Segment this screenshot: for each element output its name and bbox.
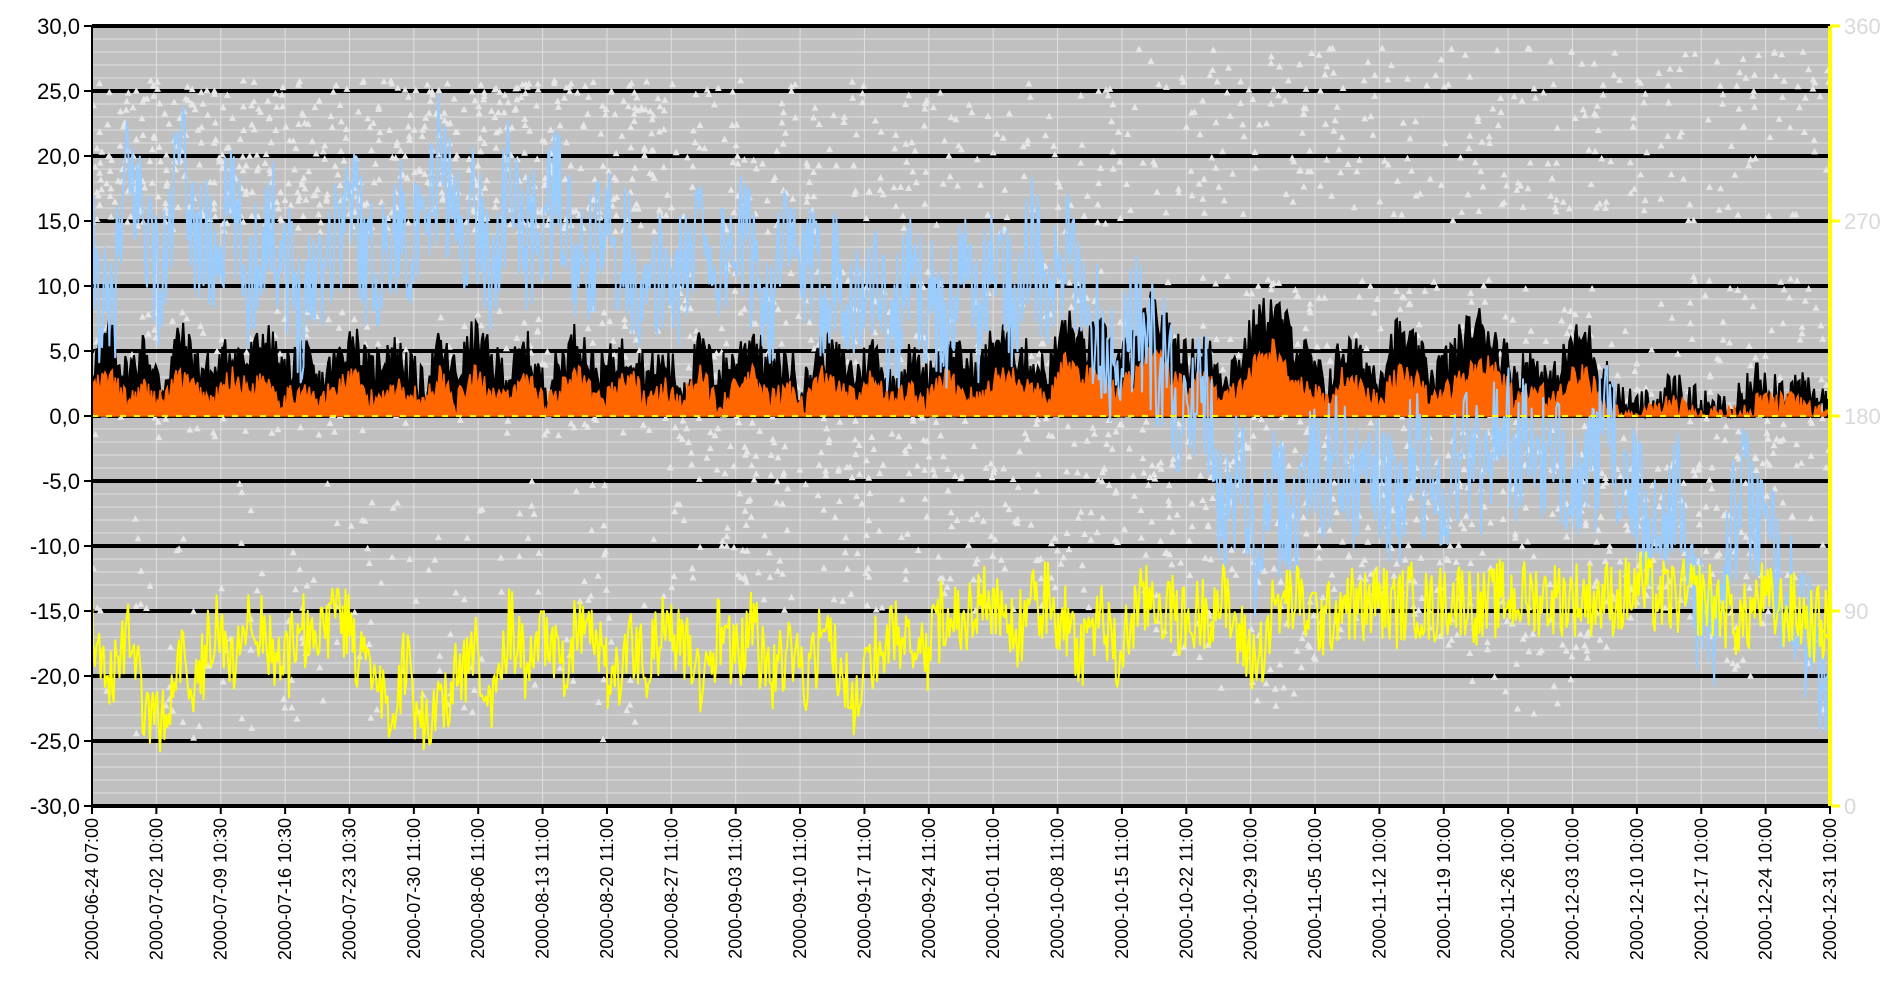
x-tick-label: 2000-10-08 11:00 (1048, 818, 1068, 959)
y-tick-label: -30,0 (30, 794, 80, 819)
x-axis-ticks: 2000-06-24 07:00 2000-07-02 10:00 2000-07-… (82, 806, 1840, 960)
x-tick-label: 2000-12-31 10:00 (1820, 818, 1840, 960)
x-tick-label: 2000-08-06 11:00 (468, 818, 488, 959)
y-tick-label: -20,0 (30, 664, 80, 689)
series-wind_mean (91, 338, 1831, 419)
y-tick-label: 20,0 (37, 144, 80, 169)
y-tick-label: 15,0 (37, 209, 80, 234)
x-tick-label: 2000-07-30 11:00 (404, 818, 424, 959)
x-tick-label: 2000-08-13 11:00 (533, 818, 553, 959)
y2-tick-label: 90 (1844, 599, 1868, 624)
x-tick-label: 2000-11-05 10:00 (1305, 818, 1325, 959)
series-humidity (91, 551, 1830, 753)
x-tick-label: 2000-09-10 11:00 (790, 818, 810, 959)
x-tick-label: 2000-11-26 10:00 (1498, 818, 1518, 959)
y2-tick-label: 180 (1844, 404, 1881, 429)
y-tick-label: -15,0 (30, 599, 80, 624)
x-tick-label: 2000-09-24 11:00 (919, 818, 939, 959)
x-tick-label: 2000-07-16 10:30 (275, 818, 295, 960)
y-tick-label: 30,0 (37, 14, 80, 39)
x-tick-label: 2000-06-24 07:00 (82, 818, 102, 960)
y-tick-label: 10,0 (37, 274, 80, 299)
y-tick-label: -25,0 (30, 729, 80, 754)
y-tick-label: -10,0 (30, 534, 80, 559)
y2-tick-label: 0 (1844, 794, 1856, 819)
y-axis-left-ticks: 30,0 25,0 20,0 15,0 10,0 5,0 0,0 -5,0 -10,0 -15,0… (30, 14, 92, 819)
y-tick-label: -5,0 (42, 469, 80, 494)
x-tick-label: 2000-10-22 11:00 (1176, 818, 1196, 959)
x-tick-label: 2000-11-19 10:00 (1434, 818, 1454, 959)
y2-tick-label: 360 (1844, 14, 1881, 39)
x-tick-label: 2000-07-23 10:30 (340, 818, 360, 960)
x-tick-label: 2000-09-03 11:00 (726, 818, 746, 959)
y-tick-label: 25,0 (37, 79, 80, 104)
x-tick-label: 2000-10-15 11:00 (1112, 818, 1132, 959)
x-tick-label: 2000-12-24 10:00 (1756, 818, 1776, 960)
x-tick-label: 2000-10-01 11:00 (983, 818, 1003, 959)
x-tick-label: 2000-09-17 11:00 (854, 818, 874, 959)
x-tick-label: 2000-10-29 10:00 (1241, 818, 1261, 960)
x-tick-label: 2000-07-02 10:00 (146, 818, 166, 960)
x-tick-label: 2000-12-10 10:00 (1627, 818, 1647, 960)
line-series (91, 93, 1831, 753)
x-tick-label: 2000-12-03 10:00 (1563, 818, 1583, 960)
y2-tick-label: 270 (1844, 209, 1881, 234)
y-tick-label: 0,0 (49, 404, 80, 429)
y-axis-right-ticks: 360 270 180 90 0 (1830, 14, 1881, 819)
x-tick-label: 2000-07-09 10:30 (211, 818, 231, 960)
x-tick-label: 2000-08-27 11:00 (661, 818, 681, 959)
y-tick-label: 5,0 (49, 339, 80, 364)
series-temperature (91, 93, 1830, 733)
x-tick-label: 2000-12-17 10:00 (1691, 818, 1711, 960)
x-tick-label: 2000-08-20 11:00 (597, 818, 617, 959)
x-tick-label: 2000-11-12 10:00 (1369, 818, 1389, 959)
